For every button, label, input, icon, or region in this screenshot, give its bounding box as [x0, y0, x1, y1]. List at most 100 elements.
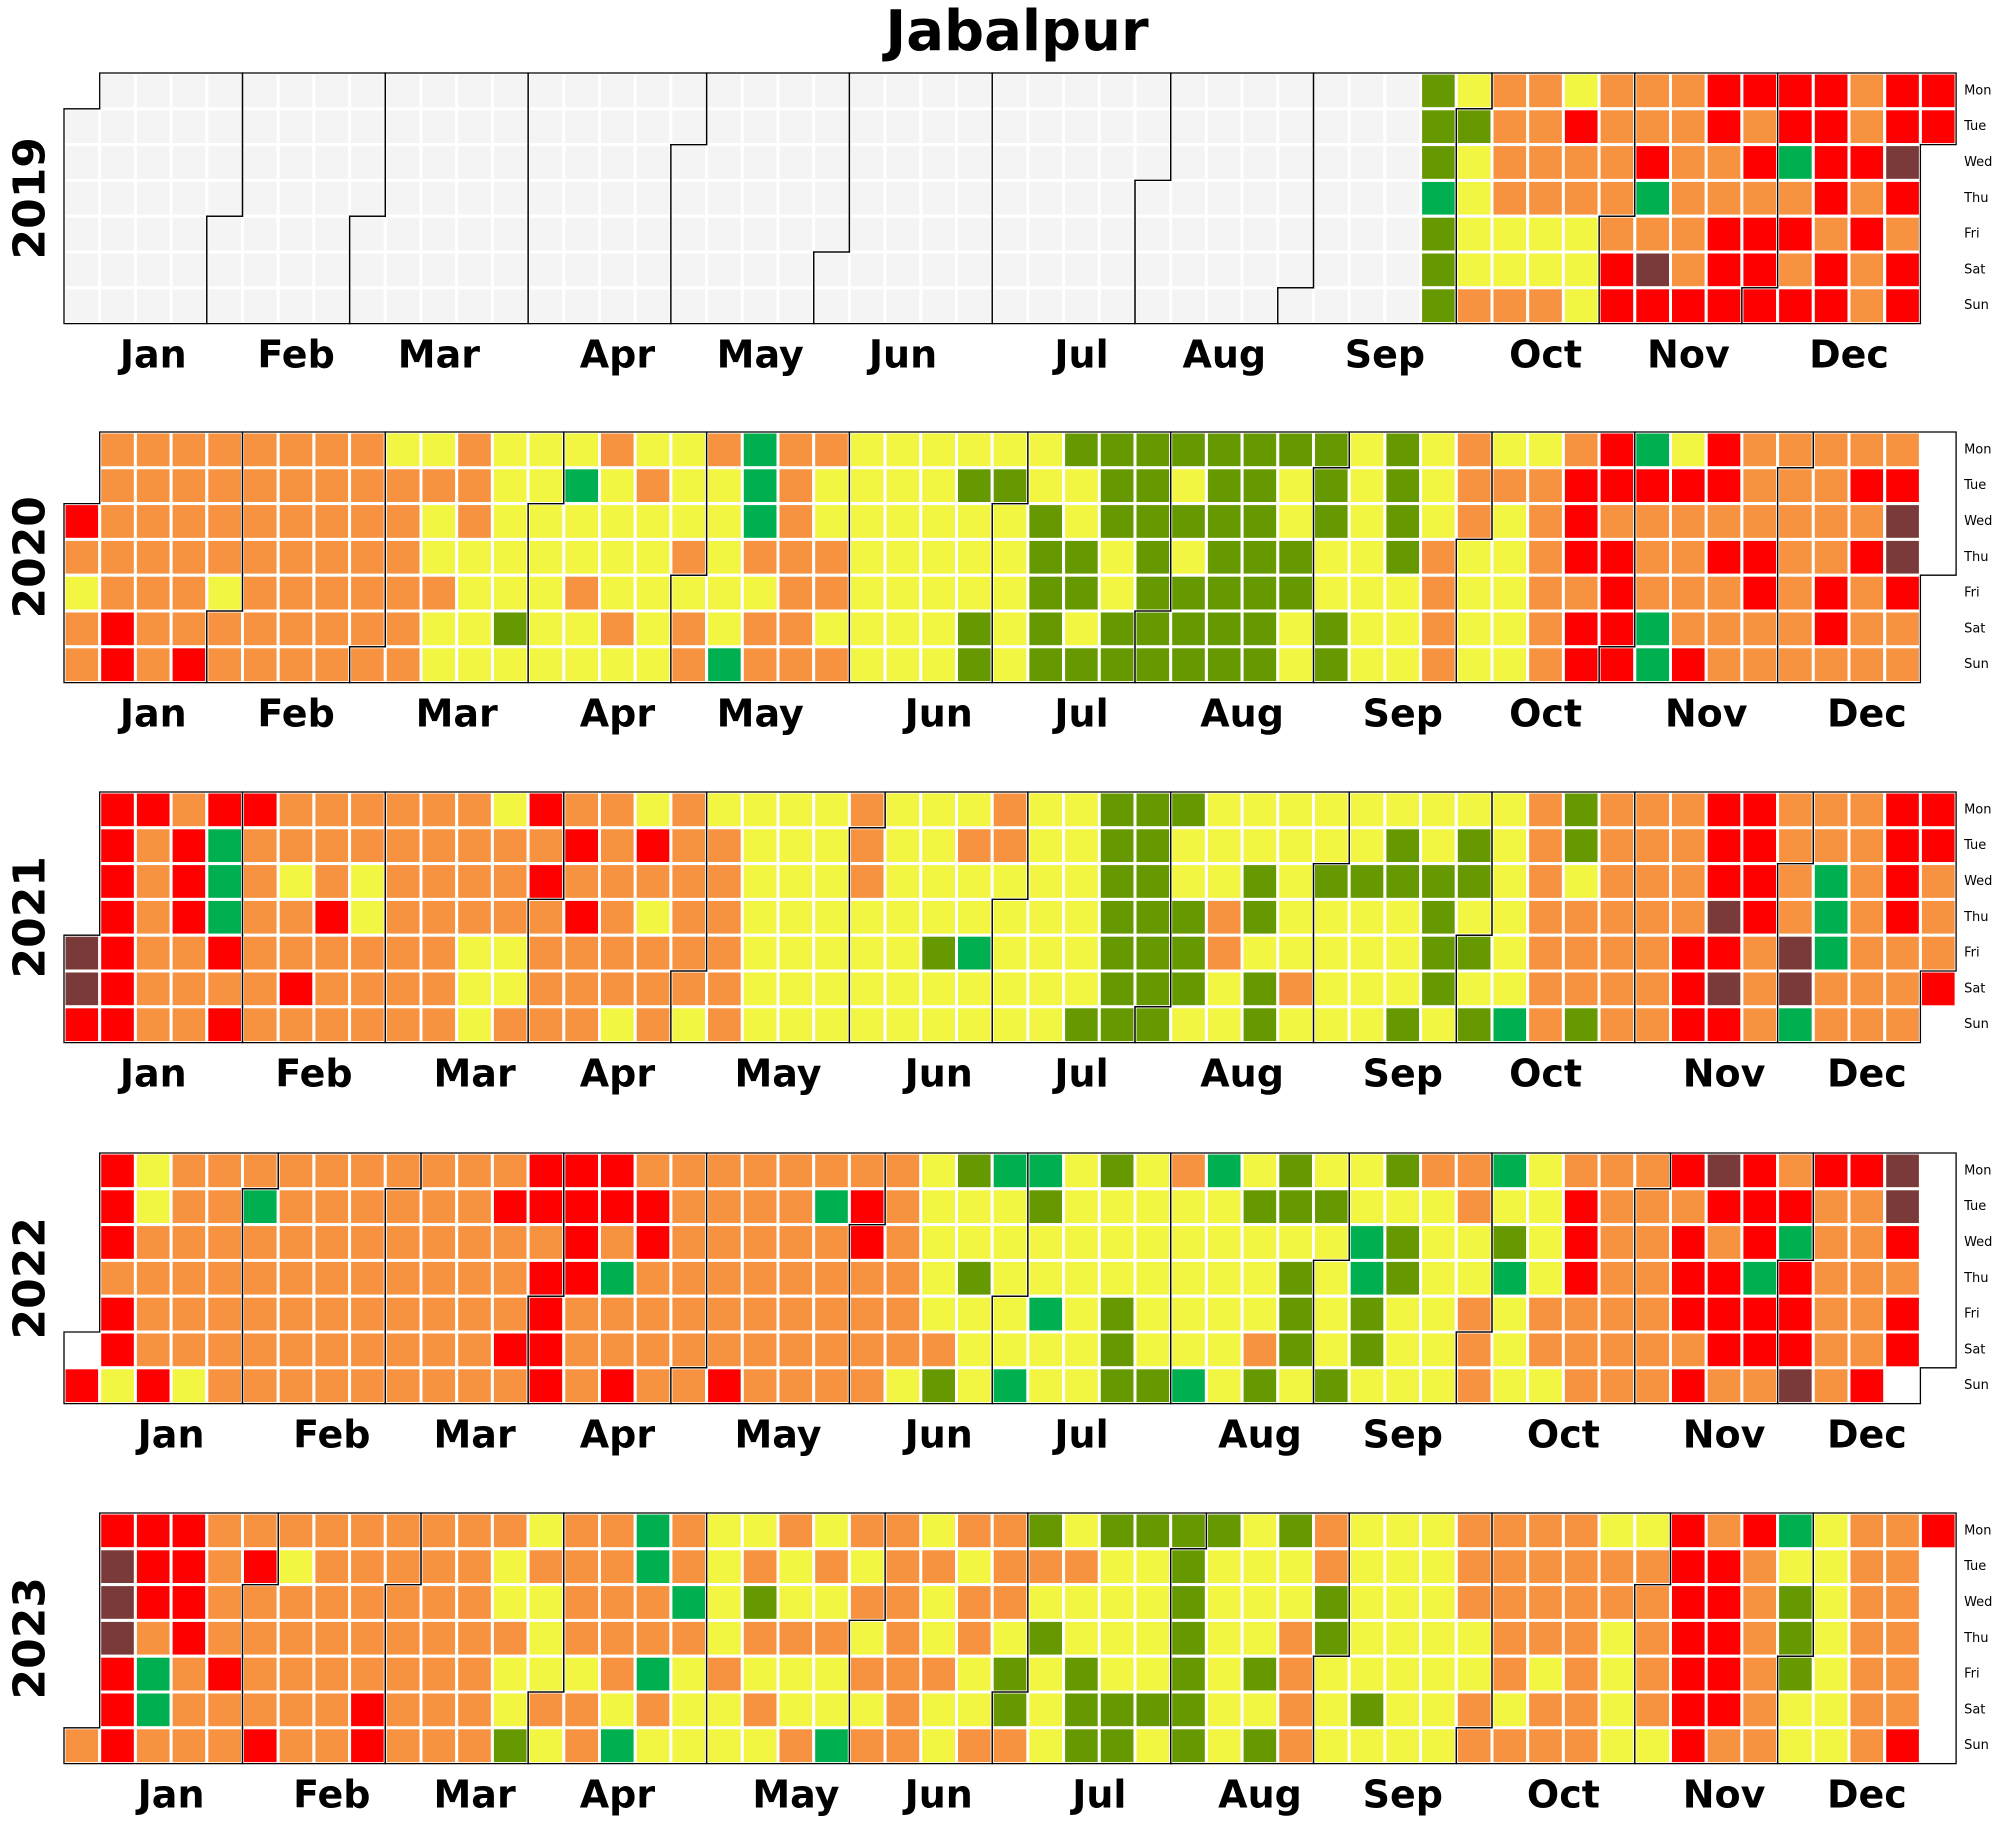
- day-cell: [133, 897, 173, 937]
- day-cell: [1454, 933, 1494, 973]
- day-cell: [1526, 1187, 1565, 1227]
- day-cell: [1204, 790, 1244, 830]
- day-cell: [1561, 71, 1601, 111]
- day-cell: [169, 250, 209, 290]
- day-cell: [276, 1654, 316, 1694]
- day-cell: [1526, 286, 1565, 326]
- day-cell: [1419, 933, 1458, 973]
- day-cell: [169, 1330, 209, 1370]
- day-cell: [1133, 1654, 1173, 1694]
- weekday-label: Thu: [1963, 1271, 1988, 1286]
- day-cell: [1883, 573, 1922, 613]
- day-cell: [562, 430, 601, 470]
- day-cell: [241, 609, 280, 649]
- day-cell: [1669, 430, 1708, 470]
- day-cell: [312, 573, 352, 613]
- day-cell: [526, 969, 566, 1009]
- day-cell: [1383, 1618, 1423, 1658]
- day-cell: [1097, 897, 1137, 937]
- day-cell: [1169, 214, 1208, 254]
- day-cell: [705, 645, 744, 685]
- day-cell: [955, 969, 994, 1009]
- day-cell: [1347, 1690, 1387, 1730]
- day-cell: [1561, 1294, 1601, 1334]
- day-cell: [526, 897, 566, 937]
- day-cell: [1669, 466, 1708, 506]
- day-cell: [1633, 71, 1673, 111]
- day-cell: [348, 826, 387, 866]
- day-cell: [598, 969, 637, 1009]
- day-cell: [598, 250, 637, 290]
- day-cell: [490, 1258, 530, 1298]
- year-panel-2019: Jan Feb Mar Apr May Jun Jul Aug Sep Oct Nov Dec2019…: [5, 71, 1992, 377]
- day-cell: [740, 645, 780, 685]
- day-cell: [526, 1726, 566, 1766]
- day-cell: [98, 609, 137, 649]
- month-label: Dec: [1827, 1052, 1907, 1096]
- day-cell: [1669, 969, 1708, 1009]
- day-cell: [526, 1618, 566, 1658]
- day-cell: [1062, 430, 1101, 470]
- day-cell: [312, 286, 352, 326]
- day-cell: [1276, 286, 1316, 326]
- weekday-label: Thu: [1963, 550, 1988, 565]
- day-cell: [669, 1330, 709, 1370]
- day-cell: [1169, 1547, 1208, 1587]
- day-cell: [740, 466, 780, 506]
- day-cell: [1240, 178, 1280, 218]
- day-cell: [419, 969, 459, 1009]
- day-cell: [205, 1366, 245, 1406]
- day-cell: [1097, 790, 1137, 830]
- day-cell: [1811, 862, 1851, 901]
- day-cell: [1490, 466, 1530, 506]
- day-cell: [705, 1187, 744, 1227]
- day-cell: [1419, 1511, 1458, 1551]
- day-cell: [312, 466, 352, 506]
- day-cell: [62, 143, 102, 182]
- day-cell: [1204, 214, 1244, 254]
- day-cell: [669, 71, 709, 111]
- day-cell: [990, 609, 1030, 649]
- day-cell: [526, 1223, 566, 1262]
- day-cell: [740, 1151, 780, 1191]
- day-cell: [1633, 502, 1673, 541]
- day-cell: [1097, 178, 1137, 218]
- day-cell: [883, 502, 923, 541]
- day-cell: [1026, 1151, 1066, 1191]
- day-cell: [1204, 1654, 1244, 1694]
- day-cell: [669, 826, 709, 866]
- day-cell: [1133, 790, 1173, 830]
- day-cell: [1347, 286, 1387, 326]
- day-cell: [1597, 71, 1637, 111]
- day-cell: [276, 573, 316, 613]
- day-cell: [1490, 286, 1530, 326]
- day-cell: [383, 969, 423, 1009]
- day-cell: [1169, 645, 1208, 685]
- day-cell: [883, 466, 923, 506]
- day-cell: [1669, 609, 1708, 649]
- day-cell: [1811, 1366, 1851, 1406]
- day-cell: [1811, 71, 1851, 111]
- day-cell: [1597, 609, 1637, 649]
- day-cell: [1240, 645, 1280, 685]
- day-cell: [883, 107, 923, 147]
- day-cell: [205, 286, 245, 326]
- day-cell: [526, 178, 566, 218]
- day-cell: [1776, 1547, 1815, 1587]
- day-cell: [705, 71, 744, 111]
- day-cell: [1169, 1187, 1208, 1227]
- weekday-label: Thu: [1963, 1631, 1988, 1646]
- day-cell: [1026, 430, 1066, 470]
- day-cell: [98, 71, 137, 111]
- day-cell: [455, 178, 494, 218]
- day-cell: [1454, 862, 1494, 901]
- day-cell: [598, 897, 637, 937]
- day-cell: [419, 1151, 459, 1191]
- day-cell: [776, 537, 816, 577]
- day-cell: [62, 537, 102, 577]
- day-cell: [883, 1366, 923, 1406]
- day-cell: [705, 1618, 744, 1658]
- day-cell: [276, 1690, 316, 1730]
- day-cell: [1276, 1294, 1316, 1334]
- day-cell: [241, 1294, 280, 1334]
